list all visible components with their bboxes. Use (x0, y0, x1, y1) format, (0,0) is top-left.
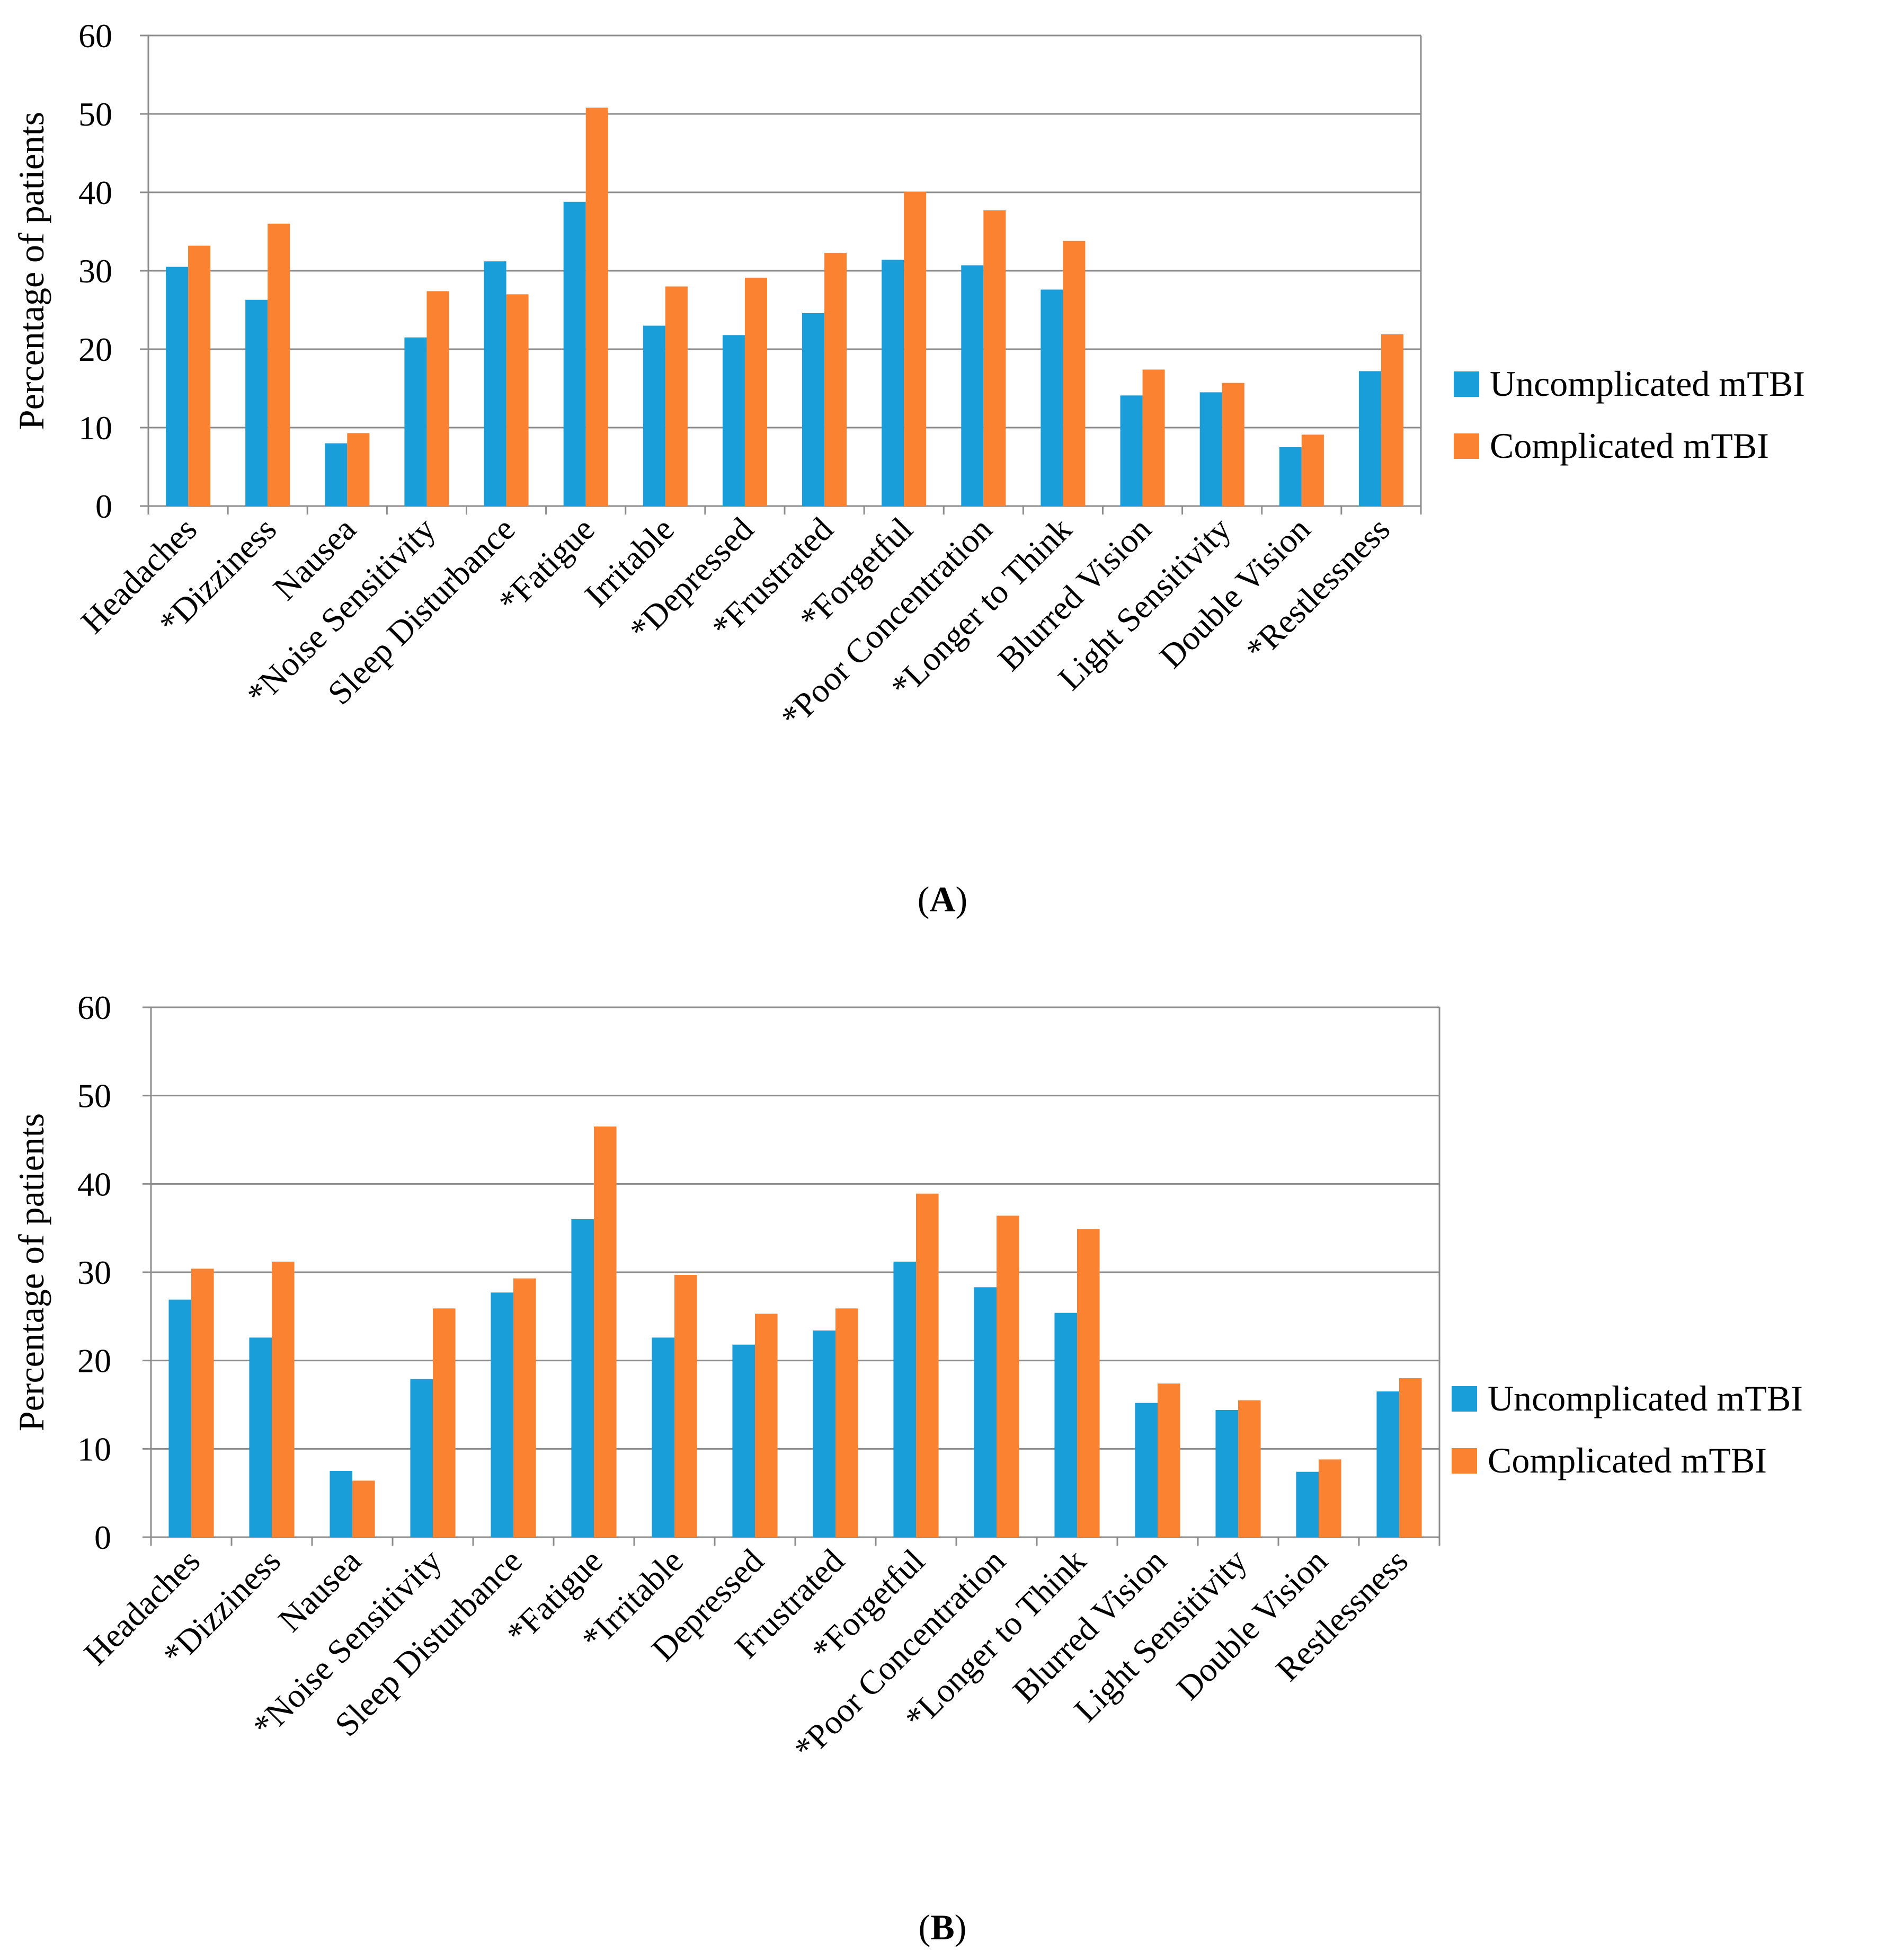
bar-uncomplicated-7 (643, 325, 665, 506)
bar-complicated-9 (835, 1308, 858, 1537)
bar-complicated-14 (1238, 1400, 1261, 1537)
bar-uncomplicated-16 (1376, 1391, 1399, 1537)
bar-uncomplicated-4 (410, 1379, 433, 1537)
y-tick-label: 60 (78, 17, 112, 55)
bar-uncomplicated-14 (1215, 1410, 1238, 1537)
bar-complicated-5 (513, 1278, 536, 1537)
bar-uncomplicated-9 (802, 313, 825, 506)
legend-label-uncomplicated: Uncomplicated mTBI (1488, 1378, 1803, 1418)
legend-swatch-uncomplicated (1452, 1386, 1477, 1412)
bar-complicated-3 (347, 433, 370, 506)
bar-uncomplicated-16 (1358, 371, 1381, 506)
bar-complicated-6 (594, 1127, 617, 1537)
bar-complicated-12 (1063, 241, 1086, 506)
bar-complicated-7 (674, 1275, 697, 1537)
y-tick-label: 50 (78, 95, 112, 133)
chart-panel-a: 0102030405060Headaches*DizzinessNausea*N… (11, 17, 1805, 919)
bar-uncomplicated-10 (893, 1262, 916, 1537)
bar-complicated-3 (352, 1480, 375, 1537)
bar-complicated-10 (904, 191, 927, 506)
bar-complicated-14 (1222, 383, 1244, 506)
bar-uncomplicated-14 (1199, 392, 1222, 506)
bar-uncomplicated-15 (1279, 447, 1302, 506)
bar-complicated-8 (744, 278, 767, 506)
bar-complicated-16 (1381, 334, 1403, 506)
bar-uncomplicated-11 (961, 265, 984, 506)
legend-swatch-complicated (1454, 433, 1479, 459)
bar-complicated-15 (1319, 1459, 1341, 1537)
bar-uncomplicated-12 (1054, 1312, 1077, 1537)
bar-uncomplicated-11 (974, 1287, 997, 1537)
bar-uncomplicated-3 (330, 1471, 352, 1537)
bar-uncomplicated-3 (325, 443, 348, 506)
bar-complicated-6 (585, 108, 608, 506)
bar-complicated-5 (506, 294, 529, 506)
bar-uncomplicated-6 (563, 201, 586, 506)
bar-complicated-2 (268, 224, 290, 506)
bar-uncomplicated-2 (245, 299, 268, 506)
y-tick-label: 0 (95, 487, 112, 525)
y-tick-label: 40 (78, 174, 112, 211)
y-tick-label: 50 (77, 1077, 111, 1115)
bar-uncomplicated-5 (491, 1292, 513, 1537)
bar-uncomplicated-2 (249, 1337, 272, 1537)
bar-complicated-13 (1142, 369, 1165, 506)
bar-complicated-7 (665, 286, 688, 506)
legend: Uncomplicated mTBI Complicated mTBI (1452, 1378, 1803, 1480)
bar-uncomplicated-5 (484, 261, 506, 506)
bar-uncomplicated-7 (652, 1337, 674, 1537)
bar-uncomplicated-8 (732, 1344, 755, 1537)
legend-swatch-complicated (1452, 1448, 1477, 1474)
y-tick-label: 40 (77, 1165, 111, 1203)
y-tick-label: 60 (77, 989, 111, 1026)
bar-uncomplicated-1 (166, 267, 189, 506)
legend-label-complicated: Complicated mTBI (1488, 1440, 1767, 1480)
bar-complicated-4 (426, 291, 449, 506)
y-axis-title: Percentage of patients (11, 1113, 51, 1431)
y-tick-label: 30 (78, 252, 112, 290)
bar-complicated-2 (272, 1262, 295, 1537)
y-tick-label: 20 (77, 1342, 111, 1380)
legend: Uncomplicated mTBI Complicated mTBI (1454, 363, 1805, 466)
y-tick-label: 10 (77, 1430, 111, 1468)
y-tick-label: 0 (94, 1519, 111, 1556)
bar-uncomplicated-4 (404, 337, 427, 506)
panel-label: (B) (919, 1907, 967, 1947)
bar-complicated-11 (983, 210, 1006, 506)
bar-complicated-13 (1158, 1383, 1180, 1537)
y-tick-label: 20 (78, 331, 112, 368)
bar-complicated-10 (916, 1193, 939, 1537)
bar-complicated-1 (188, 245, 211, 506)
y-tick-label: 10 (78, 409, 112, 447)
bar-complicated-4 (433, 1308, 456, 1537)
legend-label-complicated: Complicated mTBI (1490, 425, 1769, 466)
bar-complicated-9 (824, 252, 847, 506)
y-tick-label: 30 (77, 1254, 111, 1291)
chart-panel-b: 0102030405060Headaches*DizzinessNausea*N… (11, 989, 1803, 1947)
bar-uncomplicated-13 (1135, 1403, 1158, 1537)
bar-complicated-12 (1077, 1229, 1100, 1537)
bar-complicated-8 (755, 1314, 778, 1537)
legend-label-uncomplicated: Uncomplicated mTBI (1490, 363, 1805, 404)
bar-uncomplicated-15 (1296, 1471, 1319, 1537)
bar-uncomplicated-6 (571, 1219, 594, 1537)
bar-complicated-16 (1399, 1378, 1422, 1537)
bar-uncomplicated-8 (722, 335, 745, 506)
bar-uncomplicated-1 (168, 1299, 191, 1537)
legend-swatch-uncomplicated (1454, 371, 1479, 397)
bar-complicated-11 (997, 1216, 1019, 1537)
bar-uncomplicated-10 (882, 260, 904, 506)
y-axis-title: Percentage of patients (11, 112, 51, 430)
bar-complicated-15 (1301, 434, 1324, 506)
bar-uncomplicated-9 (813, 1331, 835, 1537)
bar-uncomplicated-13 (1120, 395, 1143, 506)
bar-uncomplicated-12 (1041, 289, 1063, 506)
panel-label: (A) (918, 879, 967, 919)
bar-complicated-1 (191, 1269, 214, 1537)
